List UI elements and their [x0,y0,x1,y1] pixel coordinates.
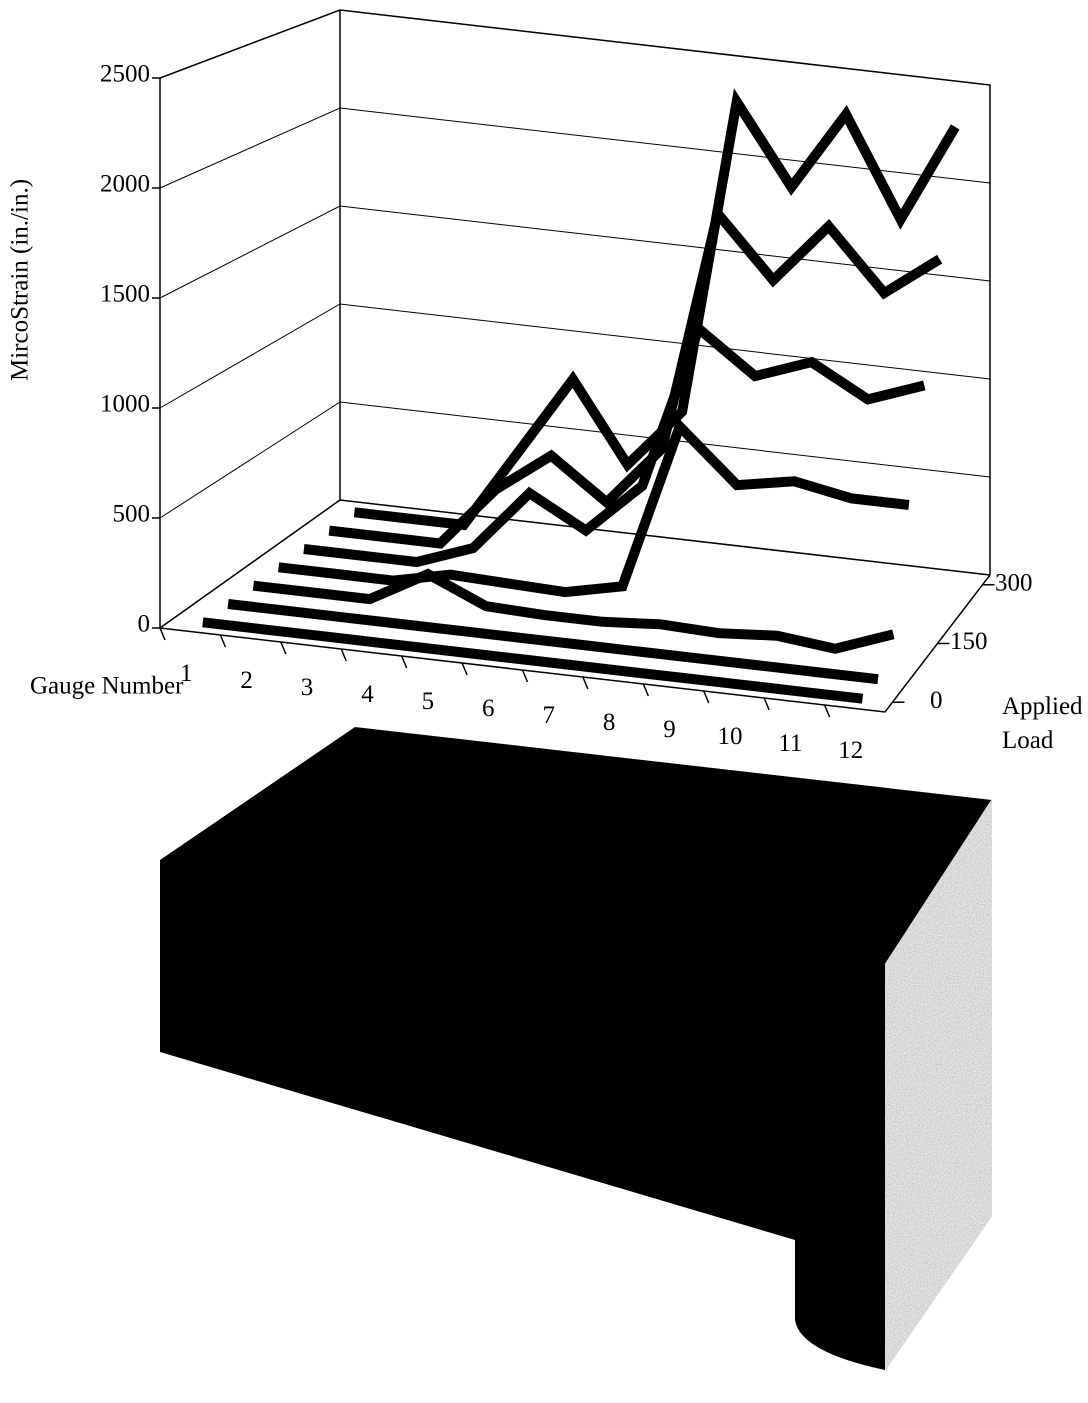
x-tick [521,669,529,683]
beam-section [884,797,993,1373]
y-tick-label: 2000 [100,171,150,198]
grid-line [159,9,991,86]
y-tick-label: 1000 [100,391,150,418]
y-tick-label: 0 [138,611,151,638]
z-tick-label: 300 [995,570,1033,597]
series-line [202,617,864,704]
series-line [328,202,943,549]
x-tick [703,690,710,704]
x-tick [582,676,589,690]
beam-body [160,727,992,1370]
y-tick-label: 1500 [100,281,150,308]
x-tick-label: 3 [301,674,314,701]
x-tick-label: 8 [603,709,616,736]
x-tick-label: 4 [361,681,374,708]
x-tick [280,641,287,655]
x-tick [400,655,408,669]
grid-line [159,205,991,299]
x-tick-label: 1 [180,660,193,687]
y-tick-label: 2500 [100,61,150,88]
x-tick-label: 6 [482,695,495,722]
z-tick-label: 150 [950,628,988,655]
x-tick-label: 9 [663,716,676,743]
x-tick [340,648,347,662]
beam-illustration [160,727,993,1373]
z-axis-title: Applied Load [1002,693,1083,754]
z-tick-label: 0 [930,687,943,714]
x-tick-label: 12 [838,737,863,764]
series-line [227,599,879,685]
grid-line [159,303,991,409]
grid-line [159,401,991,519]
y-axis-title: MircoStrain (in./in.) [7,179,34,381]
x-tick [823,704,831,718]
series-line [303,320,926,568]
x-tick-label: 2 [240,667,253,694]
x-tick [461,662,468,676]
x-tick-label: 10 [717,723,742,750]
x-tick-label: 7 [542,702,555,729]
y-tick-label: 500 [113,501,151,528]
x-tick-label: 5 [422,688,435,715]
x-tick [763,697,770,711]
grid-line [159,499,991,629]
x-tick [642,683,650,697]
series-line [278,417,910,598]
x-tick-label: 11 [778,730,802,757]
x-tick [219,634,227,648]
series-line [252,568,895,654]
x-axis-title: Gauge Number [30,673,184,700]
x-tick [159,627,166,641]
